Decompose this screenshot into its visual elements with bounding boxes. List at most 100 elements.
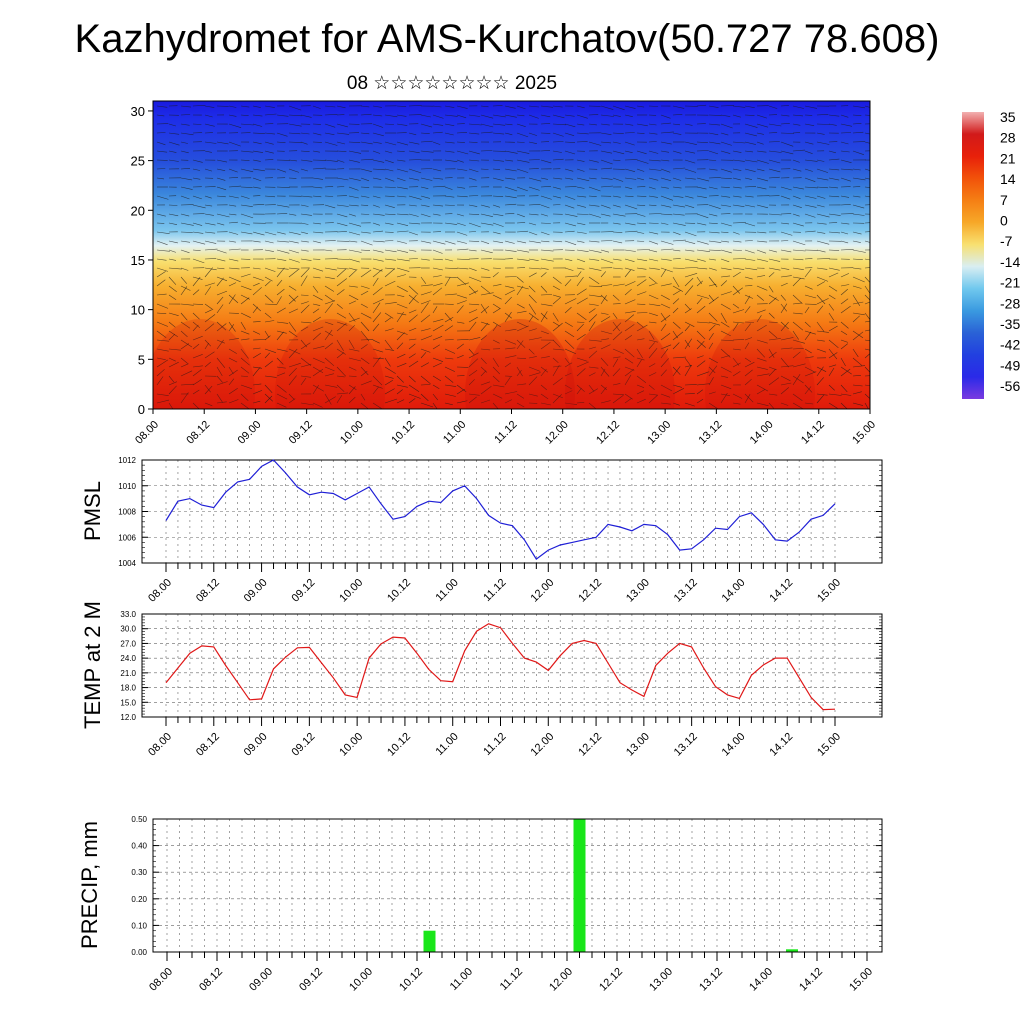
wind-barb (468, 177, 477, 181)
colorbar-label: 14 (1000, 171, 1016, 187)
wind-barb (168, 132, 180, 135)
wind-barb (204, 186, 216, 188)
wind-barb (588, 321, 596, 332)
wind-barb (192, 303, 204, 305)
wind-barb (672, 258, 681, 260)
wind-barb (204, 168, 213, 172)
wind-barb (708, 342, 714, 350)
wind-barb (792, 240, 806, 246)
wind-barb (336, 303, 343, 309)
wind-barb (300, 159, 313, 162)
wind-barb (492, 231, 501, 235)
wind-barb (840, 393, 852, 396)
wind-barb (312, 366, 324, 374)
wind-barb (396, 249, 409, 253)
wind-barb (804, 105, 818, 109)
wind-barb (528, 114, 539, 119)
wind-barb (492, 267, 501, 269)
wind-barb (636, 258, 648, 262)
wind-barb (708, 321, 721, 326)
wind-barb (708, 204, 721, 209)
wind-barb (792, 114, 804, 117)
wind-barb (324, 396, 336, 404)
wind-barb (708, 366, 716, 374)
wind-barb (636, 357, 645, 361)
wind-barb (312, 308, 320, 314)
wind-barb (156, 195, 169, 200)
wind-barb (240, 357, 250, 366)
wind-barb (792, 330, 799, 340)
x-tick-label: 13.12 (672, 731, 700, 759)
wind-barb (204, 303, 214, 310)
wind-barb (372, 150, 381, 154)
wind-barb (804, 159, 818, 162)
wind-barb (816, 339, 825, 342)
wind-barb (792, 132, 801, 134)
wind-barb (744, 285, 753, 287)
wind-barb (756, 132, 764, 135)
wind-barb (300, 268, 310, 278)
wind-barb (384, 398, 398, 404)
wind-barb (660, 358, 669, 368)
wind-barb (156, 359, 169, 368)
wind-barb (576, 258, 586, 263)
wind-barb (528, 141, 537, 144)
wind-barb (540, 356, 550, 359)
wind-barb (348, 267, 357, 271)
wind-barb (216, 276, 228, 282)
wind-barb (204, 222, 216, 226)
wind-barb (828, 195, 840, 198)
wind-barb (432, 275, 442, 278)
wind-barb (744, 321, 755, 323)
wind-barb (492, 384, 505, 388)
wind-barb (468, 114, 481, 117)
wind-barb (180, 363, 189, 368)
wind-barb (612, 258, 622, 261)
wind-barb (180, 392, 189, 404)
wind-barb (732, 309, 745, 314)
wind-barb (288, 258, 300, 263)
wind-barb (720, 177, 732, 179)
wind-barb (468, 222, 481, 228)
wind-barb (192, 204, 206, 209)
wind-barb (336, 123, 348, 128)
x-tick-label: 11.00 (433, 731, 460, 758)
wind-barb (360, 312, 372, 319)
wind-barb (444, 402, 453, 406)
wind-barb (756, 294, 764, 301)
wind-barb (720, 123, 733, 129)
wind-barb (636, 375, 647, 383)
wind-barb (468, 348, 475, 356)
wind-barb (348, 195, 359, 199)
wind-barb (492, 114, 506, 118)
wind-barb (648, 330, 655, 340)
wind-barb (420, 177, 433, 181)
wind-barb (756, 123, 769, 128)
wind-barb (684, 258, 698, 263)
wind-barb (444, 339, 454, 341)
wind-barb (732, 222, 746, 224)
wind-barb (228, 366, 234, 375)
wind-barb (444, 384, 457, 387)
wind-barb (396, 195, 407, 198)
wind-barb (168, 150, 177, 153)
wind-barb (780, 231, 793, 236)
wind-barb (348, 294, 359, 301)
wind-barb (504, 114, 517, 118)
wind-barb (792, 294, 803, 304)
wind-barb (600, 132, 612, 135)
wind-barb (480, 105, 489, 108)
wind-barb (276, 279, 283, 287)
wind-barb (204, 195, 212, 199)
wind-barb (756, 249, 767, 254)
wind-barb (444, 141, 455, 144)
wind-barb (240, 159, 250, 161)
wind-barb (420, 302, 429, 314)
wind-barb (804, 123, 815, 126)
wind-barb (768, 312, 775, 319)
wind-barb (600, 177, 613, 180)
wind-barb (648, 249, 658, 253)
wind-barb (816, 267, 828, 270)
wind-barb (216, 357, 226, 368)
wind-barb (516, 230, 529, 233)
